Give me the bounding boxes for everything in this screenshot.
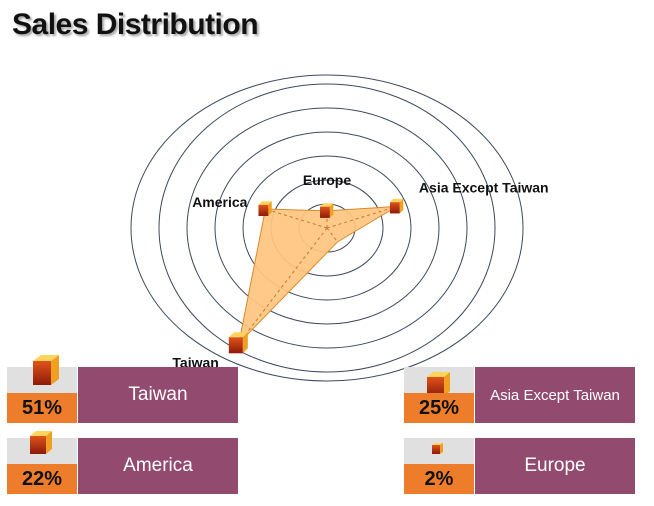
- radar-point: [389, 198, 404, 214]
- cube-icon: [432, 443, 443, 454]
- legend-card-taiwan: 51% Taiwan: [7, 355, 238, 423]
- radar-ring: [214, 131, 440, 325]
- radar-axis-labels: Europe Asia Except Taiwan Taiwan America: [172, 172, 548, 370]
- radar-series-area: [238, 205, 398, 345]
- radar-markers: [228, 198, 404, 354]
- radar-ring: [186, 107, 468, 349]
- legend-label: Asia Except Taiwan: [475, 367, 635, 423]
- legend-card-europe: 2% Europe: [404, 438, 635, 494]
- radar-spoke: [326, 227, 338, 243]
- cube-icon: [30, 431, 52, 454]
- legend-percent: 22%: [7, 464, 77, 494]
- radar-spoke: [265, 208, 328, 229]
- legend-card-asia-except-taiwan: 25% Asia Except Taiwan: [404, 367, 635, 423]
- radar-spokes: [238, 205, 398, 344]
- legend-percent: 25%: [404, 393, 474, 423]
- page-title: Sales Distribution: [12, 8, 259, 41]
- radar-spoke: [326, 205, 398, 229]
- radar-axis-label: Europe: [303, 172, 351, 188]
- legend-label: America: [78, 438, 238, 494]
- legend-label: Taiwan: [78, 367, 238, 423]
- legend-percent: 51%: [7, 393, 77, 423]
- radar-ring: [242, 155, 412, 301]
- legend-label: Europe: [475, 438, 635, 494]
- radar-point: [258, 201, 272, 217]
- radar-axis-label: Asia Except Taiwan: [419, 179, 549, 195]
- radar-ring: [158, 83, 496, 373]
- legend-percent: 2%: [404, 464, 474, 494]
- radar-point: [320, 203, 334, 218]
- radar-ring: [130, 74, 524, 382]
- cube-icon: [33, 355, 59, 385]
- legend-card-america: 22% America: [7, 431, 238, 494]
- radar-point: [228, 332, 248, 354]
- radar-axis-label: Taiwan: [172, 354, 218, 370]
- cube-icon: [427, 372, 450, 397]
- radar-spoke: [238, 227, 328, 344]
- radar-axis-label: America: [192, 194, 247, 210]
